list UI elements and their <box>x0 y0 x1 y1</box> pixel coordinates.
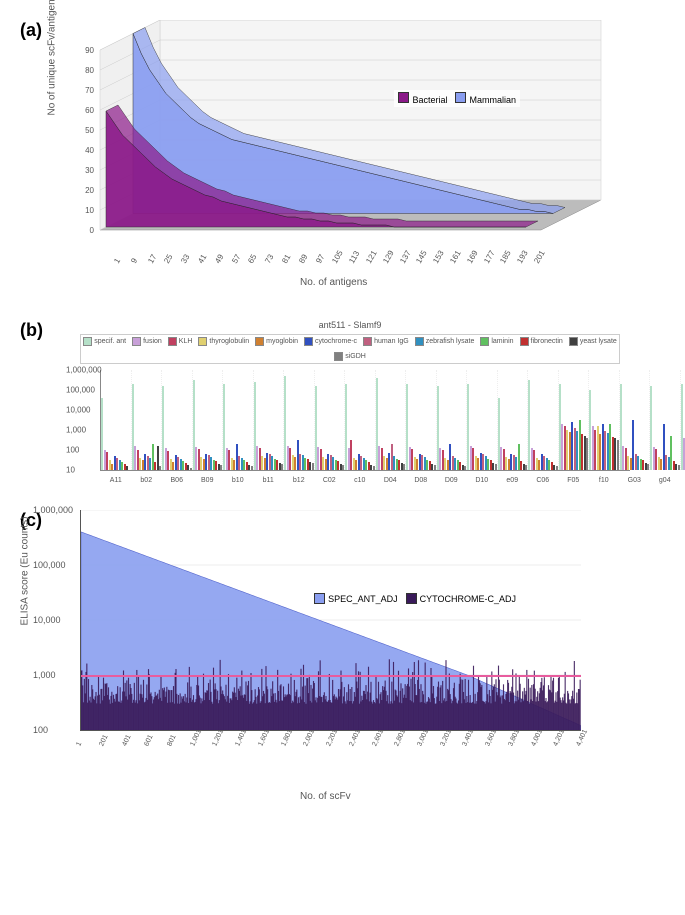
bar <box>678 465 680 470</box>
bar <box>373 466 375 470</box>
svg-text:0: 0 <box>90 226 95 235</box>
panel-b-label: (b) <box>20 320 43 341</box>
legend-b-item: fusion <box>132 337 162 346</box>
chart-a-xlabel: No. of antigens <box>300 277 367 288</box>
plot-b: 101001,00010,000100,0001,000,000A11b02B0… <box>100 370 630 471</box>
bar <box>495 464 497 470</box>
bar <box>312 463 314 470</box>
chart-c-ylabel: ELISA score (Eu counts) <box>20 517 31 626</box>
chart-b-title: ant511 - Slamf9 <box>60 320 640 330</box>
bar <box>281 464 283 470</box>
chart-c-xlabel: No. of scFv <box>300 791 351 802</box>
svg-text:30: 30 <box>85 166 94 175</box>
bar <box>159 466 161 470</box>
legend-b-item: thyroglobulin <box>198 337 249 346</box>
group-b: C02 <box>315 370 346 470</box>
bar <box>126 466 128 470</box>
group-b: A11 <box>101 370 132 470</box>
group-b: F05 <box>559 370 590 470</box>
threshold-line <box>81 675 581 677</box>
group-b: D10 <box>467 370 498 470</box>
bar <box>556 466 558 470</box>
panel-a-label: (a) <box>20 20 42 41</box>
bar <box>586 438 588 470</box>
svg-text:60: 60 <box>85 106 94 115</box>
legend-c-item-0: SPEC_ANT_ADJ <box>314 593 398 604</box>
group-b: c10 <box>345 370 376 470</box>
chart-a-svg: 0 10 20 30 40 50 60 70 80 90 <box>60 20 620 280</box>
group-b: D04 <box>376 370 407 470</box>
svg-text:40: 40 <box>85 146 94 155</box>
svg-text:20: 20 <box>85 186 94 195</box>
group-b: b10 <box>223 370 254 470</box>
bar <box>342 465 344 470</box>
group-b: f10 <box>589 370 620 470</box>
legend-b-item: zebrafish lysate <box>415 337 475 346</box>
svg-text:50: 50 <box>85 126 94 135</box>
group-b: b02 <box>132 370 163 470</box>
bar <box>617 440 619 470</box>
bar <box>464 466 466 470</box>
chart-a: 0102030405060708090 Bacterial Mammalian … <box>60 20 620 280</box>
chart-c-svg <box>81 510 581 730</box>
group-b: C06 <box>528 370 559 470</box>
plot-c: SPEC_ANT_ADJ CYTOCHROME-C_ADJ 1001,00010… <box>80 510 581 731</box>
group-b: D08 <box>406 370 437 470</box>
legend-b-item: human IgG <box>363 337 409 346</box>
group-b: g04 <box>650 370 681 470</box>
legend-a-item-0: Bacterial <box>398 92 447 105</box>
group-b: e09 <box>498 370 529 470</box>
legend-b-item: fibronectin <box>520 337 563 346</box>
group-b: D09 <box>437 370 468 470</box>
legend-c-item-1: CYTOCHROME-C_ADJ <box>406 593 516 604</box>
svg-text:70: 70 <box>85 86 94 95</box>
chart-a-ylabel: No of unique scFv/antigen <box>47 0 58 116</box>
legend-a-item-1: Mammalian <box>455 92 516 105</box>
legend-b: specif. ant fusion KLH thyroglobulin myoglob… <box>80 334 620 364</box>
bar <box>434 465 436 470</box>
group-b: B06 <box>162 370 193 470</box>
bar <box>525 465 527 470</box>
legend-b-item: KLH <box>168 337 193 346</box>
panel-c: (c) ELISA score (Eu counts) SPEC_ANT_ADJ… <box>20 510 665 770</box>
legend-c: SPEC_ANT_ADJ CYTOCHROME-C_ADJ <box>309 590 521 607</box>
legend-a: Bacterial Mammalian <box>394 90 520 107</box>
legend-b-item: myoglobin <box>255 337 298 346</box>
group-b: b11 <box>254 370 285 470</box>
group-b: B09 <box>193 370 224 470</box>
bar <box>647 464 649 470</box>
bar <box>251 466 253 470</box>
chart-c: ELISA score (Eu counts) SPEC_ANT_ADJ CYT… <box>80 510 640 770</box>
group-b: G03 <box>620 370 651 470</box>
svg-text:80: 80 <box>85 66 94 75</box>
group-b: b12 <box>284 370 315 470</box>
legend-b-item: siGDH <box>334 352 366 361</box>
bar <box>190 468 192 470</box>
group-b: g08 <box>681 370 685 470</box>
legend-b-item: specif. ant <box>83 337 126 346</box>
svg-text:10: 10 <box>85 206 94 215</box>
legend-b-item: cytochrome-c <box>304 337 357 346</box>
legend-b-item: laminin <box>480 337 513 346</box>
legend-b-item: yeast lysate <box>569 337 617 346</box>
chart-b: ant511 - Slamf9 specif. ant fusion KLH thyr… <box>60 320 640 470</box>
panel-a: (a) 0 10 20 30 40 50 60 70 80 90 Bacterial Mammal… <box>20 20 665 280</box>
bar <box>220 465 222 470</box>
bar <box>403 464 405 470</box>
panel-b: (b) ant511 - Slamf9 specif. ant fusion KLH… <box>20 320 665 470</box>
svg-text:90: 90 <box>85 46 94 55</box>
